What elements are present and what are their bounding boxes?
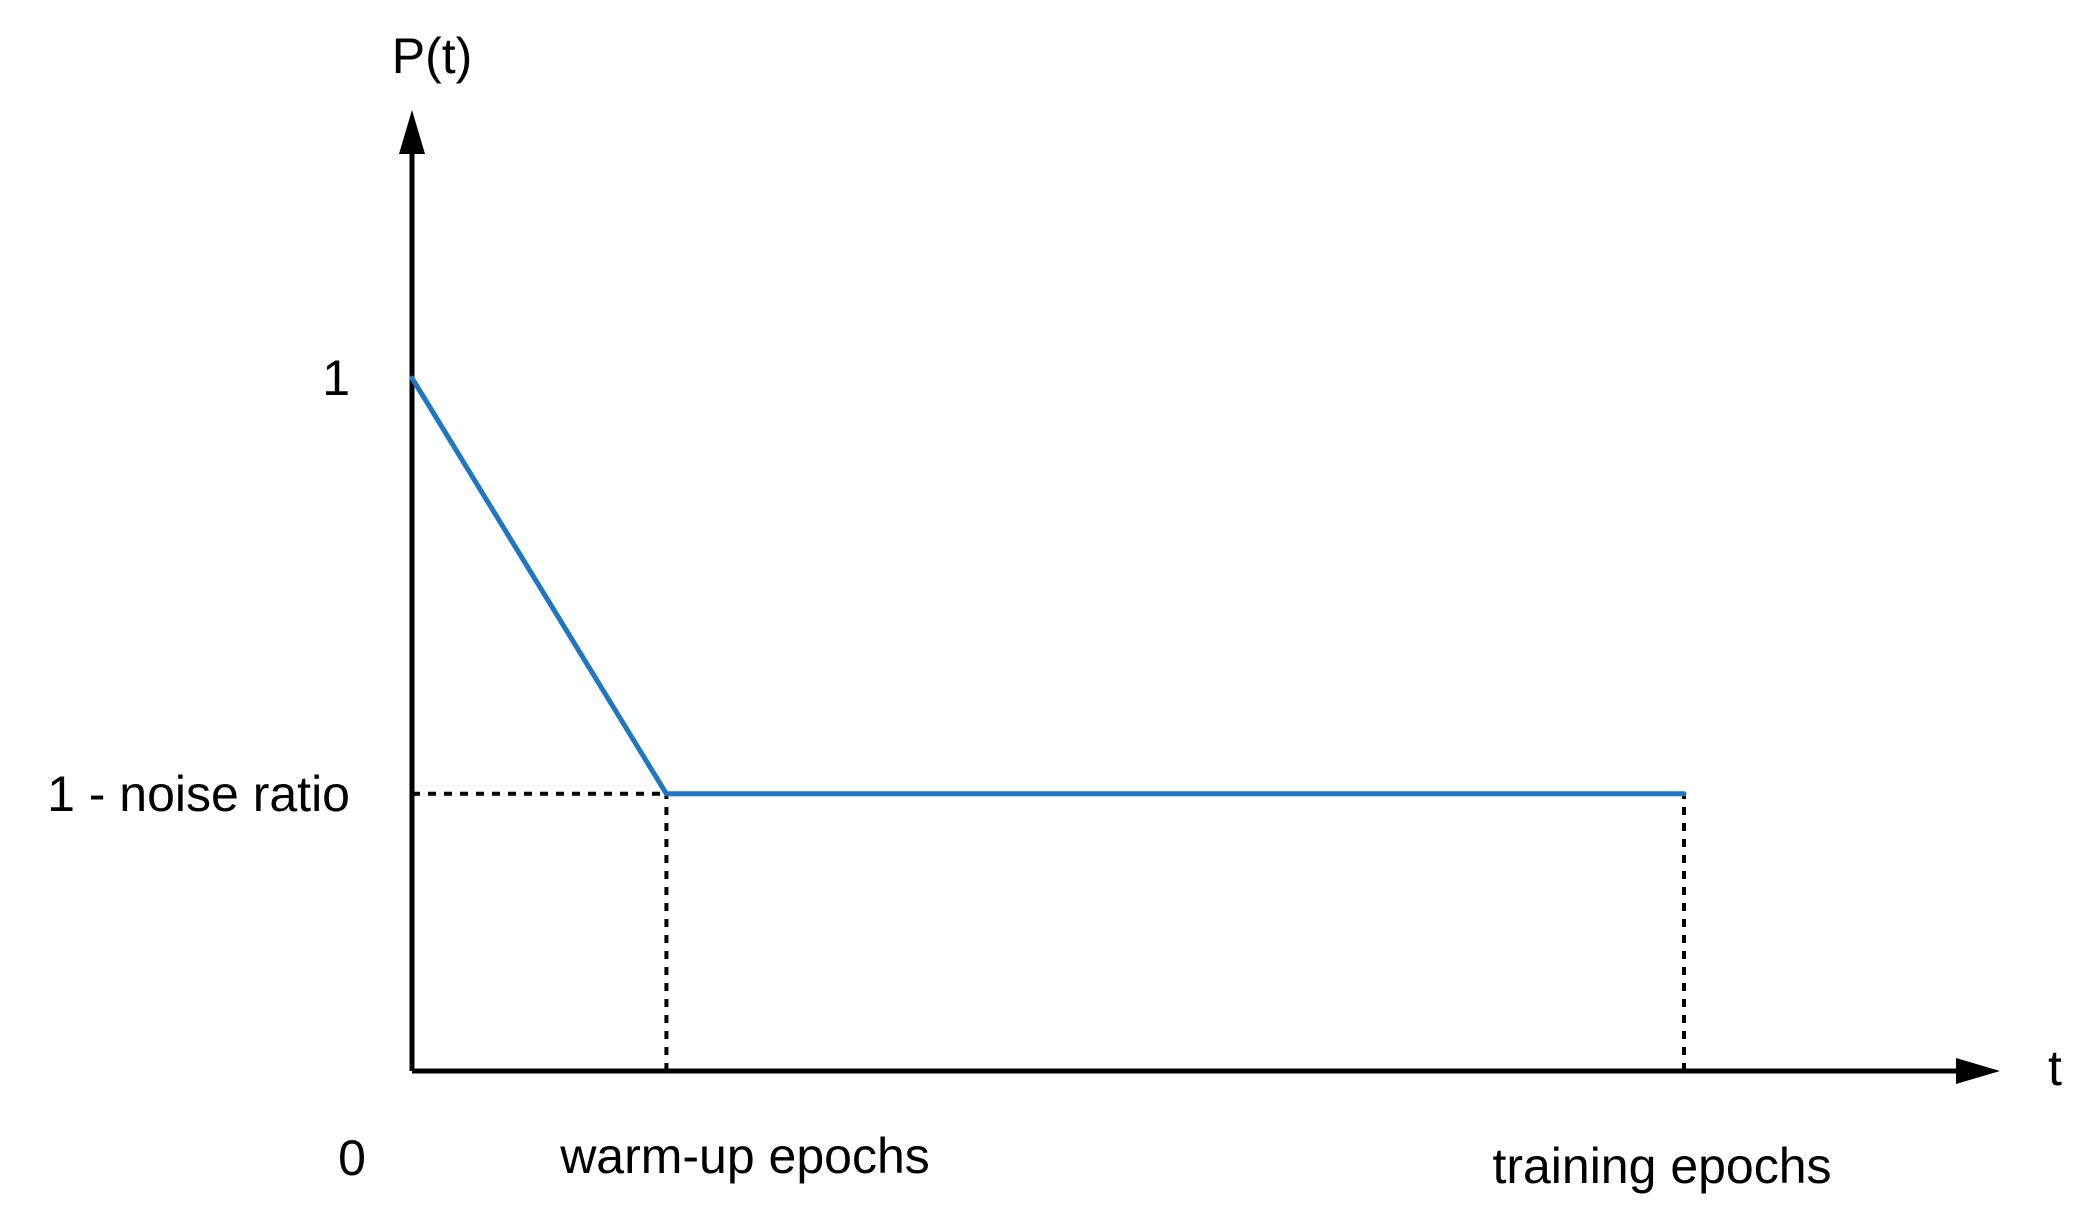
- ticks-layer: 0 warm-up epochs training epochs 1 1 - noise…: [47, 350, 1832, 1194]
- x-tick-label-0: 0: [338, 1130, 366, 1186]
- y-tick-label-1: 1 - noise ratio: [47, 766, 350, 822]
- series-layer: [409, 375, 1687, 797]
- y-tick-label-0: 1: [322, 350, 350, 406]
- y-axis-arrowhead: [399, 110, 425, 154]
- x-tick-label-2: training epochs: [1492, 1138, 1831, 1194]
- x-axis-label: t: [2048, 1040, 2062, 1096]
- series-0-segment-0: [409, 375, 669, 797]
- y-axis-label: P(t): [392, 28, 473, 84]
- guides-layer: [412, 791, 1686, 1071]
- x-tick-label-1: warm-up epochs: [559, 1128, 930, 1184]
- x-axis-arrowhead: [1956, 1058, 2000, 1084]
